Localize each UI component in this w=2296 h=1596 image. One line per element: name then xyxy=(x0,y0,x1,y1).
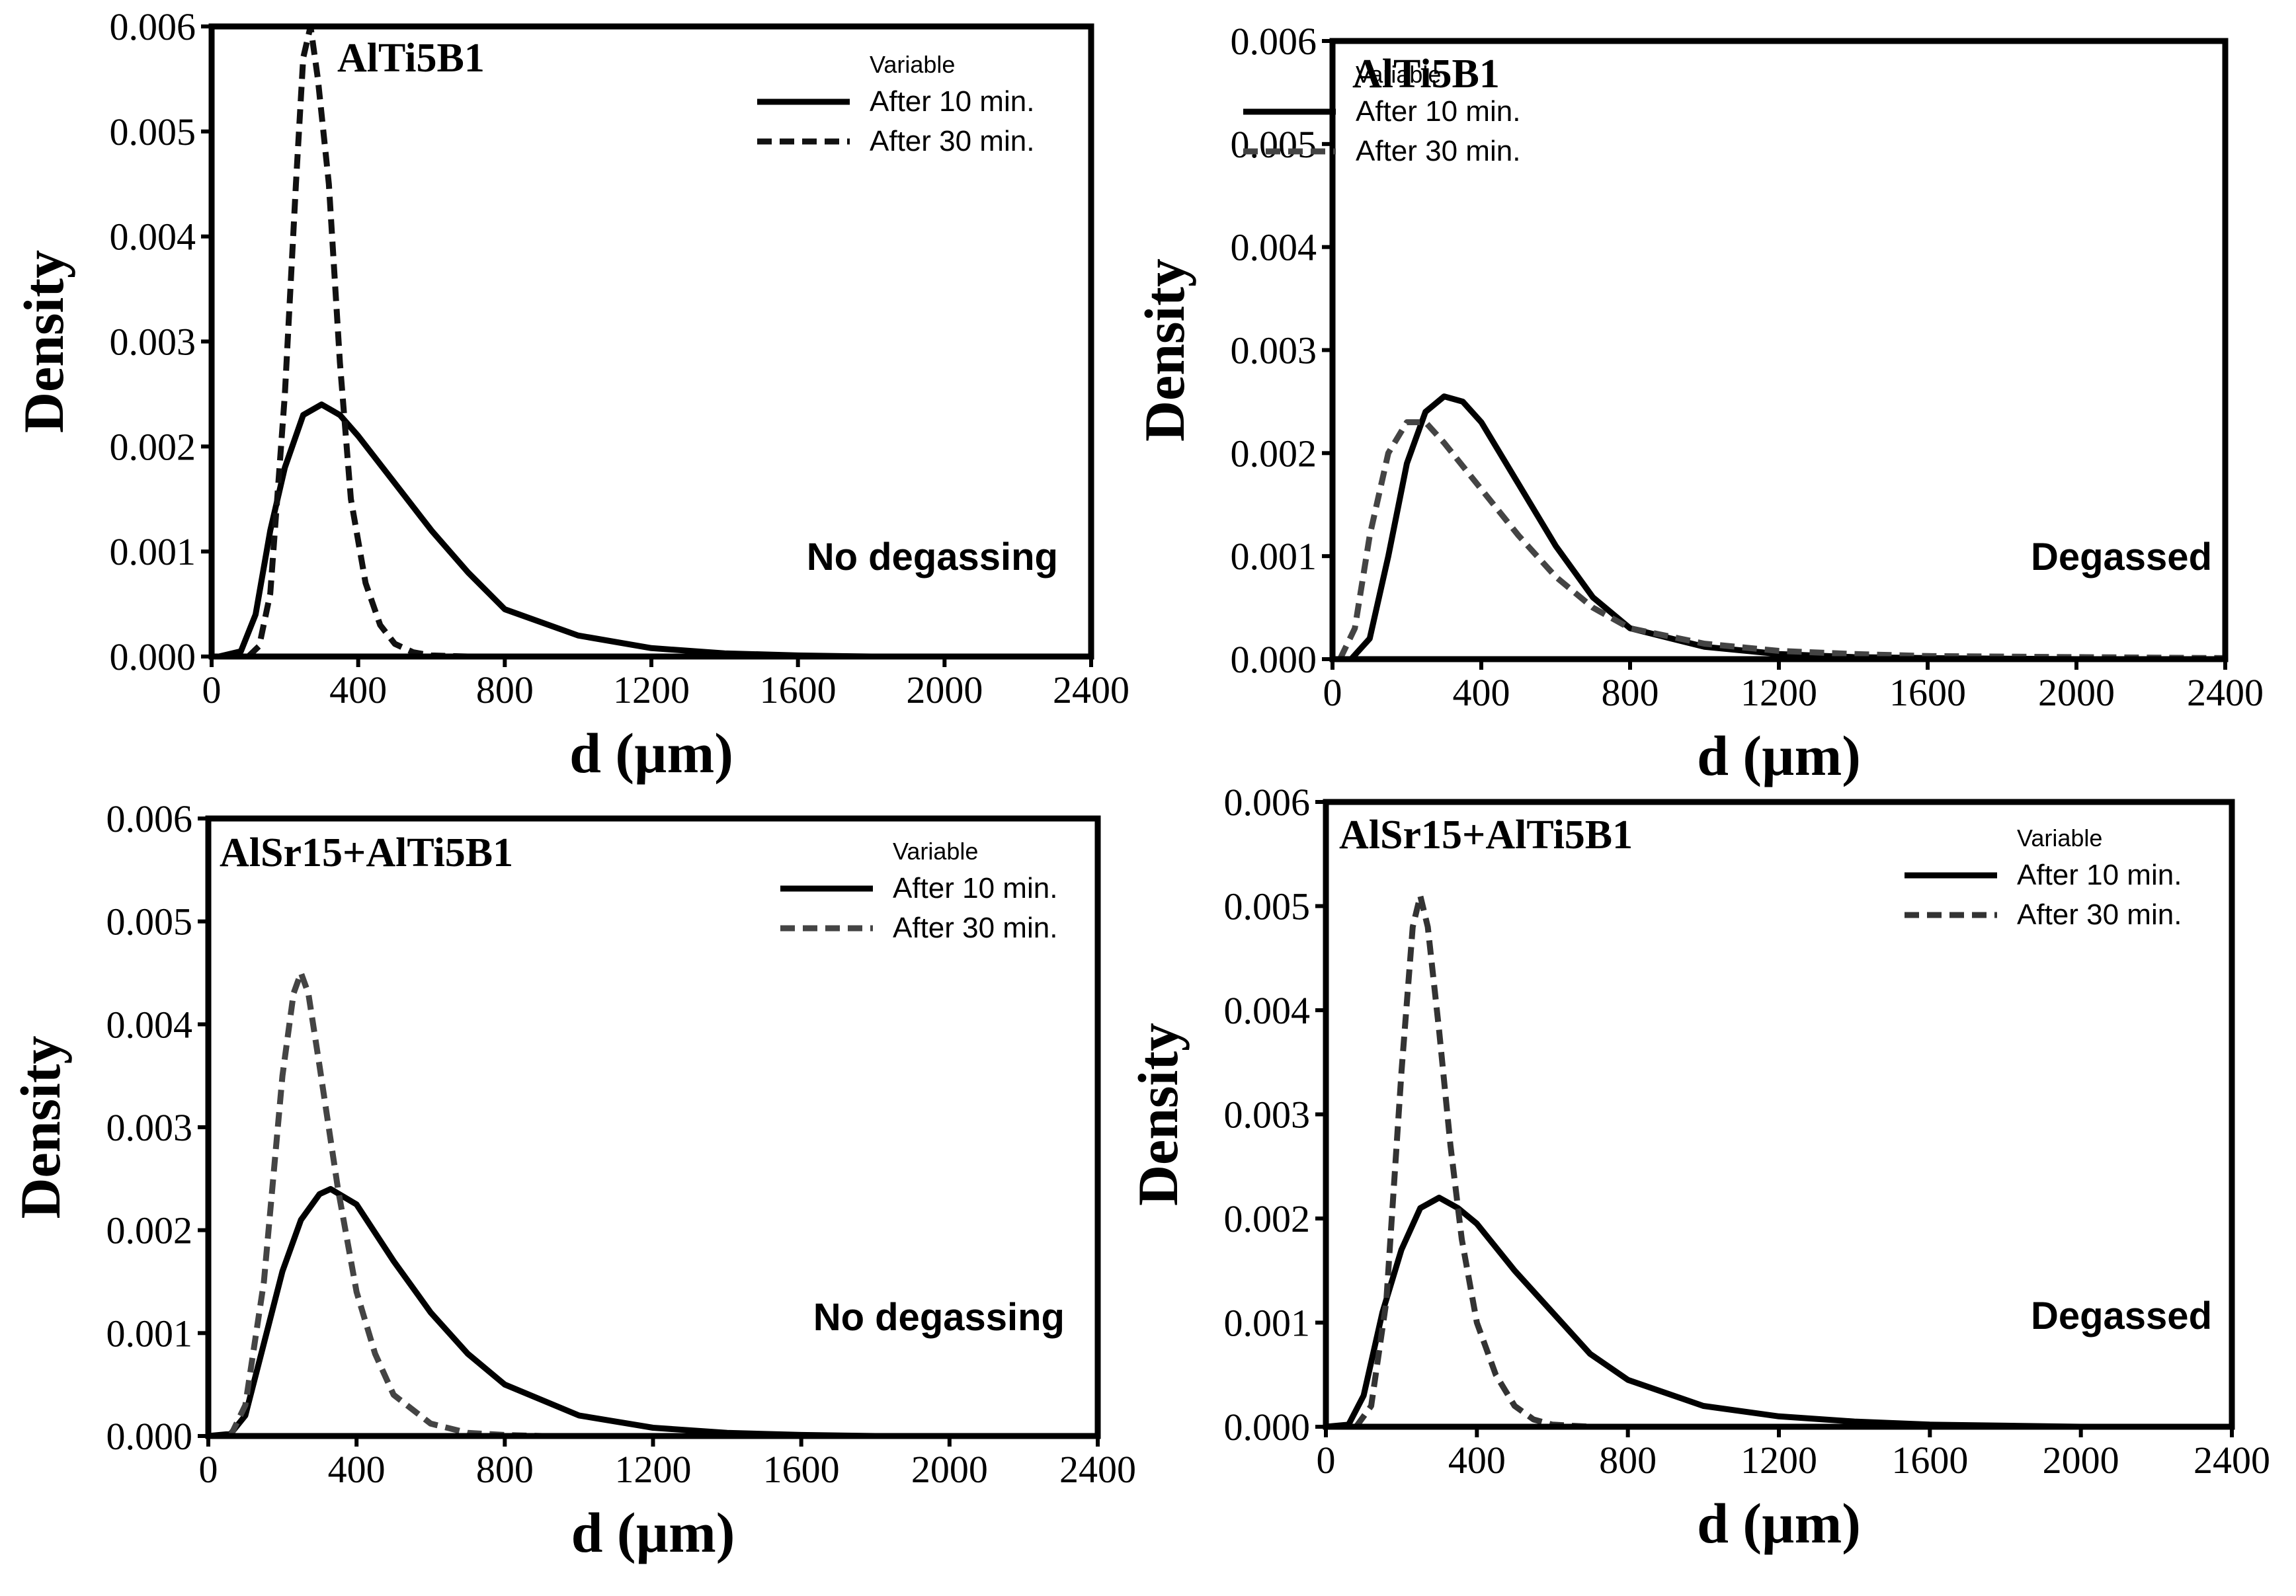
legend-label-after-10-min: After 10 min. xyxy=(2017,859,2182,891)
legend-label-after-30-min: After 30 min. xyxy=(1356,135,1520,167)
y-tick-label: 0.003 xyxy=(106,1106,193,1149)
legend-label-after-30-min: After 30 min. xyxy=(2017,898,2182,931)
sample-label: AlSr15+AlTi5B1 xyxy=(1339,813,1633,858)
y-tick-label: 0.005 xyxy=(110,110,196,153)
legend: Variable After 10 min. After 30 min. xyxy=(780,838,1057,944)
y-tick-label: 0.001 xyxy=(110,530,196,573)
condition-label: Degassed xyxy=(2031,536,2212,579)
y-tick-label: 0.000 xyxy=(1224,1406,1311,1449)
condition-label: No degassing xyxy=(813,1296,1065,1339)
y-tick-label: 0.006 xyxy=(1224,781,1311,824)
series-line-after-30-min xyxy=(246,23,469,660)
x-tick-label: 800 xyxy=(1602,671,1659,714)
y-tick-label: 0.000 xyxy=(106,1415,193,1458)
series-line-after-30-min xyxy=(227,970,542,1439)
x-tick-label: 400 xyxy=(1453,671,1510,714)
legend-label-after-30-min: After 30 min. xyxy=(870,125,1034,157)
x-tick-label: 1600 xyxy=(763,1448,840,1491)
legend-label-after-10-min: After 10 min. xyxy=(893,872,1057,904)
y-tick-label: 0.001 xyxy=(106,1312,193,1355)
legend-title: Variable xyxy=(2017,824,2102,852)
y-axis-title: Density xyxy=(1126,1023,1190,1206)
x-tick-label: 800 xyxy=(476,668,534,711)
x-tick-label: 2000 xyxy=(906,668,983,711)
x-tick-label: 0 xyxy=(202,668,222,711)
x-tick-label: 1200 xyxy=(1741,1439,1817,1482)
y-tick-label: 0.001 xyxy=(1224,1302,1311,1345)
y-tick-label: 0.006 xyxy=(1231,20,1317,63)
x-tick-label: 1600 xyxy=(1891,1439,1968,1482)
legend: Variable After 10 min. After 30 min. xyxy=(1905,824,2182,931)
y-tick-label: 0.003 xyxy=(1231,329,1317,372)
chart-panel-1: 0 400 800 1200 1600 2000 2400 0.000 0.001 0.002 0.… xyxy=(12,5,1129,785)
x-tick-label: 2000 xyxy=(2038,671,2115,714)
legend-title: Variable xyxy=(1356,61,1441,88)
sample-label: AlSr15+AlTi5B1 xyxy=(220,830,513,875)
y-tick-label: 0.003 xyxy=(110,321,196,364)
x-tick-label: 1600 xyxy=(1889,671,1966,714)
x-tick-label: 1200 xyxy=(615,1448,692,1491)
chart-panel-4: 0 400 800 1200 1600 2000 2400 0.000 0.001 0.002 0.… xyxy=(1126,781,2270,1555)
sample-label: AlTi5B1 xyxy=(337,36,485,81)
legend-label-after-10-min: After 10 min. xyxy=(1356,95,1520,128)
chart-panel-2: 0 400 800 1200 1600 2000 2400 0.000 0.001 0.002 0.… xyxy=(1133,20,2264,787)
x-tick-label: 0 xyxy=(1323,671,1342,714)
y-tick-label: 0.002 xyxy=(1231,432,1317,475)
y-tick-label: 0.001 xyxy=(1231,535,1317,578)
legend-label-after-10-min: After 10 min. xyxy=(870,85,1034,118)
y-tick-label: 0.004 xyxy=(110,216,196,259)
x-tick-label: 2400 xyxy=(1059,1448,1136,1491)
y-axis-title: Density xyxy=(12,250,75,433)
legend-title: Variable xyxy=(893,838,978,865)
x-tick-label: 2400 xyxy=(2194,1439,2270,1482)
y-tick-label: 0.004 xyxy=(1231,226,1317,269)
legend-title: Variable xyxy=(870,51,955,78)
y-tick-label: 0.005 xyxy=(106,900,193,943)
x-tick-label: 800 xyxy=(476,1448,534,1491)
x-tick-label: 400 xyxy=(1448,1439,1506,1482)
x-tick-label: 400 xyxy=(329,668,387,711)
y-tick-label: 0.003 xyxy=(1224,1094,1311,1137)
x-tick-label: 2400 xyxy=(2187,671,2264,714)
y-tick-label: 0.005 xyxy=(1224,885,1311,928)
series-line-after-30-min xyxy=(1354,893,1647,1430)
legend-label-after-30-min: After 30 min. xyxy=(893,912,1057,944)
chart-panel-3: 0 400 800 1200 1600 2000 2400 0.000 0.001 0.002 0.… xyxy=(9,797,1136,1564)
y-axis-title: Density xyxy=(1133,259,1196,442)
x-tick-label: 2000 xyxy=(2043,1439,2119,1482)
x-axis-title: d (µm) xyxy=(1697,724,1861,787)
x-tick-label: 1200 xyxy=(1741,671,1817,714)
x-axis-title: d (µm) xyxy=(569,721,733,785)
x-tick-label: 0 xyxy=(199,1448,218,1491)
y-tick-label: 0.002 xyxy=(1224,1197,1311,1240)
sample-label: AlTi5B1 xyxy=(1352,52,1500,97)
x-axis-title: d (µm) xyxy=(1697,1492,1861,1555)
x-tick-label: 2000 xyxy=(911,1448,988,1491)
y-tick-label: 0.005 xyxy=(1231,123,1317,166)
legend: Variable After 10 min. After 30 min. xyxy=(757,51,1034,157)
y-tick-label: 0.000 xyxy=(110,635,196,678)
legend: Variable After 10 min. After 30 min. xyxy=(1243,61,1520,167)
x-tick-label: 1200 xyxy=(613,668,690,711)
x-tick-label: 800 xyxy=(1599,1439,1657,1482)
x-axis-title: d (µm) xyxy=(571,1501,735,1564)
y-tick-label: 0.004 xyxy=(1224,989,1311,1032)
x-tick-label: 0 xyxy=(1317,1439,1336,1482)
series-line-after-30-min xyxy=(1337,419,2226,661)
y-tick-label: 0.002 xyxy=(106,1209,193,1252)
x-tick-label: 1600 xyxy=(760,668,837,711)
x-tick-label: 2400 xyxy=(1053,668,1129,711)
condition-label: No degassing xyxy=(807,536,1058,579)
y-axis-title: Density xyxy=(9,1035,72,1218)
y-tick-label: 0.000 xyxy=(1231,638,1317,681)
y-tick-label: 0.002 xyxy=(110,425,196,468)
condition-label: Degassed xyxy=(2031,1295,2212,1337)
y-tick-label: 0.006 xyxy=(106,797,193,840)
y-tick-label: 0.006 xyxy=(110,5,196,48)
x-tick-label: 400 xyxy=(328,1448,386,1491)
y-tick-label: 0.004 xyxy=(106,1003,193,1046)
